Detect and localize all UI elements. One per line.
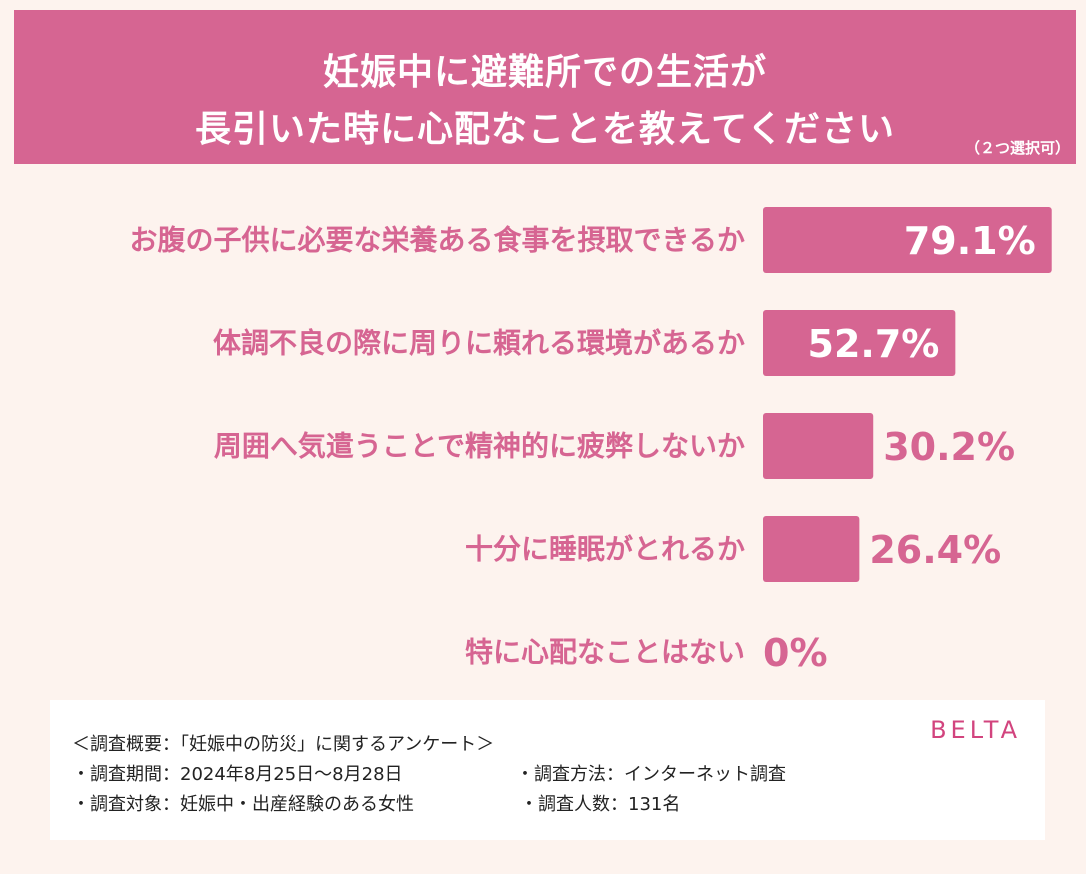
bar bbox=[763, 207, 1052, 273]
category-label: 周囲へ気遣うことで精神的に疲弊しないか bbox=[214, 430, 745, 463]
bar bbox=[763, 310, 956, 376]
survey-count: ・調査人数：131名 bbox=[520, 794, 681, 815]
survey-method: ・調査方法：インターネット調査 bbox=[516, 764, 786, 785]
chart-title-line-1: 妊娠中に避難所での生活が bbox=[322, 52, 767, 93]
value-label: 30.2% bbox=[883, 425, 1015, 469]
value-label: 26.4% bbox=[869, 528, 1001, 572]
category-label: 十分に睡眠がとれるか bbox=[465, 533, 745, 566]
belta-logo: BELTA bbox=[930, 716, 1021, 744]
value-label: 79.1% bbox=[904, 219, 1036, 263]
survey-heading: ＜調査概要：「妊娠中の防災」に関するアンケート＞ bbox=[72, 734, 495, 755]
category-label: 特に心配なことはない bbox=[465, 636, 745, 669]
value-label: 52.7% bbox=[808, 322, 940, 366]
bar-chart: お腹の子供に必要な栄養ある食事を摂取できるか 79.1% 体調不良の際に周りに頼れる… bbox=[0, 190, 1086, 700]
category-label: お腹の子供に必要な栄養ある食事を摂取できるか bbox=[130, 224, 745, 257]
bar-chart-svg: お腹の子供に必要な栄養ある食事を摂取できるか 79.1% 体調不良の際に周りに頼れる… bbox=[130, 207, 1052, 675]
bar bbox=[763, 413, 874, 479]
survey-target: ・調査対象：妊娠中・出産経験のある女性 bbox=[72, 794, 414, 815]
value-label: 0% bbox=[763, 631, 828, 675]
multiple-choice-note: （２つ選択可） bbox=[964, 139, 1070, 157]
survey-period: ・調査期間：2024年8月25日～8月28日 bbox=[72, 764, 403, 785]
bar bbox=[763, 516, 860, 582]
chart-title-line-2: 長引いた時に心配なことを教えてください bbox=[194, 109, 896, 150]
title-banner: 妊娠中に避難所での生活が 長引いた時に心配なことを教えてください （２つ選択可） bbox=[14, 10, 1076, 164]
category-label: 体調不良の際に周りに頼れる環境があるか bbox=[213, 327, 745, 360]
survey-summary: ＜調査概要：「妊娠中の防災」に関するアンケート＞ ・調査期間：2024年8月25… bbox=[50, 700, 1045, 840]
